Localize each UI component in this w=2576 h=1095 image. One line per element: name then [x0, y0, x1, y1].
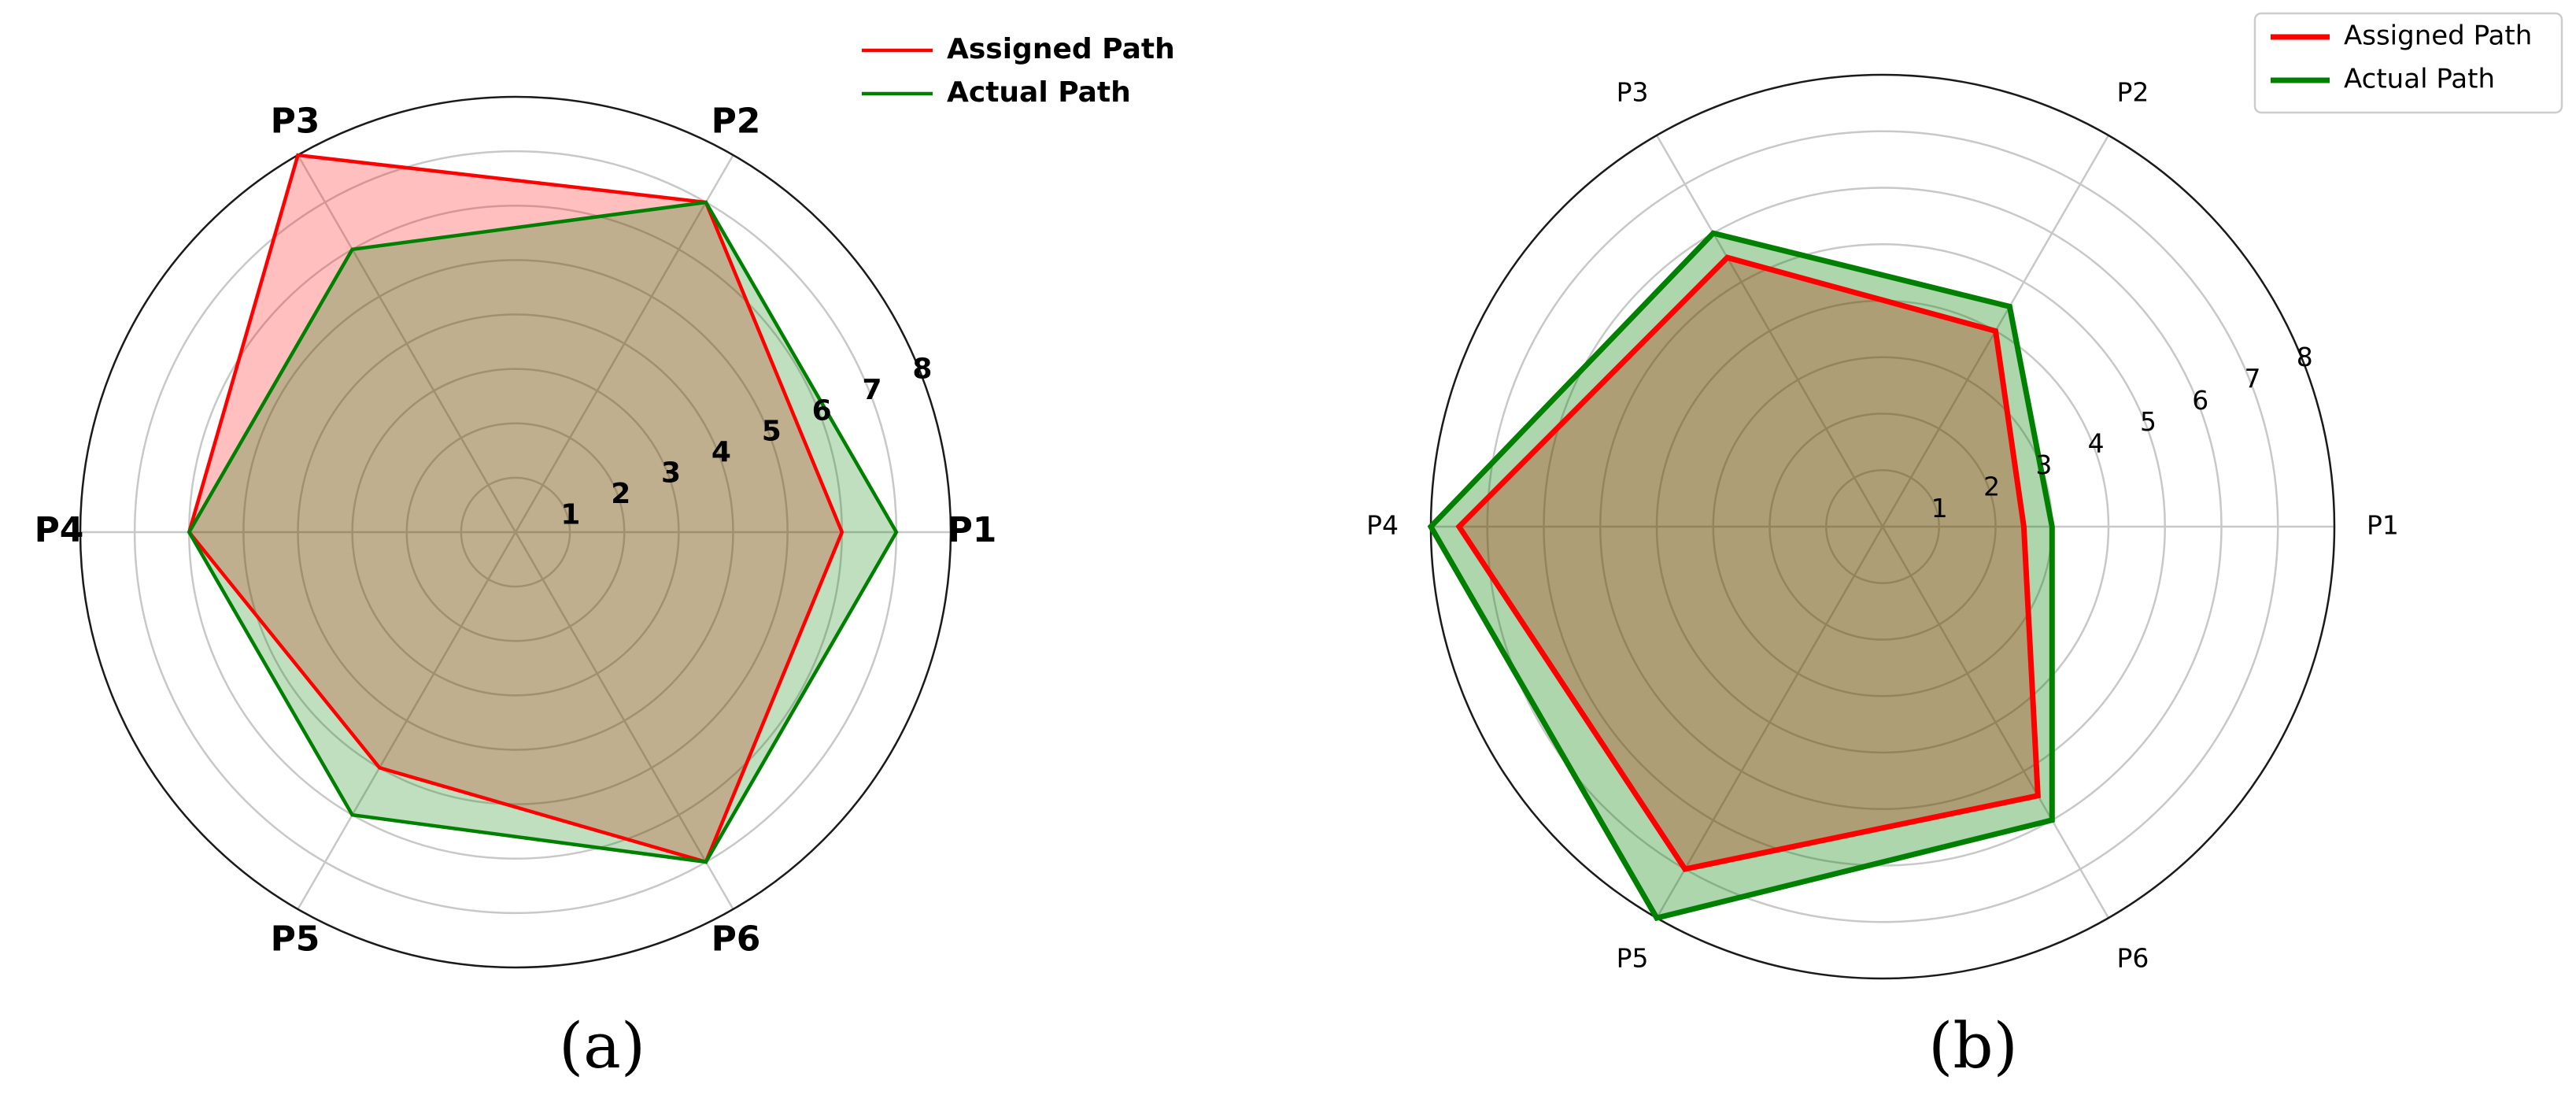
r-tick-label: 6 [2192, 385, 2208, 416]
grid-spoke [1655, 135, 1884, 527]
legend-label-0: Assigned Path [947, 33, 1175, 65]
panel-label: (b) [1928, 1009, 2018, 1082]
category-label: P1 [2367, 510, 2399, 541]
r-tick-label: 3 [2035, 449, 2052, 480]
legend-label-1: Actual Path [2344, 64, 2495, 95]
r-tick-label: 7 [2245, 363, 2261, 394]
legend: Assigned Path Actual Path [862, 33, 1175, 109]
category-label: P1 [948, 510, 997, 550]
category-label: P3 [1617, 77, 1649, 108]
grid-spoke [514, 154, 734, 533]
series-area-1 [189, 202, 896, 862]
grid-spoke [1655, 526, 1884, 919]
category-label: P5 [1617, 942, 1649, 973]
category-label: P4 [35, 510, 84, 550]
series-area-0 [1458, 257, 2038, 869]
r-tick-label: 7 [863, 374, 882, 406]
radar-chart-b: 1 2 3 4 5 6 7 8 P1 P2 P3 P4 P5 P6 Assigned Path Actual … [1366, 12, 2563, 1082]
series-area-1 [1431, 233, 2053, 919]
r-tick-label: 8 [2297, 342, 2313, 372]
outer-frame [79, 95, 952, 969]
r-tick-label: 4 [2088, 428, 2105, 459]
legend-label-0: Assigned Path [2344, 20, 2532, 52]
r-tick-label: 3 [661, 457, 681, 490]
grid-spoke [514, 531, 734, 910]
panel-label: (a) [559, 1009, 645, 1082]
r-tick-label: 1 [1931, 493, 1948, 523]
r-tick-label: 2 [611, 478, 630, 510]
r-tick-label: 5 [2140, 406, 2157, 437]
category-label: P4 [1366, 510, 1399, 541]
category-label: P3 [271, 101, 320, 141]
legend-label-1: Actual Path [947, 76, 1131, 109]
series-area-0 [189, 155, 842, 863]
series-line-0 [1455, 254, 2041, 872]
category-label: P6 [711, 919, 761, 960]
r-tick-label: 4 [711, 436, 731, 468]
category-label: P5 [271, 919, 320, 960]
category-label: P2 [2117, 77, 2149, 108]
r-tick-label: 1 [560, 499, 580, 531]
r-tick-label: 2 [1983, 472, 2000, 502]
r-tick-label: 5 [762, 416, 782, 448]
grid-spoke [1881, 526, 2110, 919]
legend-box [2253, 12, 2563, 114]
category-label: P2 [711, 101, 761, 141]
r-tick-label: 6 [812, 394, 832, 427]
category-label: P6 [2117, 942, 2149, 973]
r-tick-label: 8 [912, 353, 932, 385]
series-line-1 [187, 200, 899, 864]
series-line-1 [1427, 230, 2055, 922]
legend: Assigned Path Actual Path [2253, 12, 2563, 114]
grid-spoke [297, 154, 517, 533]
grid-spoke [297, 531, 517, 910]
